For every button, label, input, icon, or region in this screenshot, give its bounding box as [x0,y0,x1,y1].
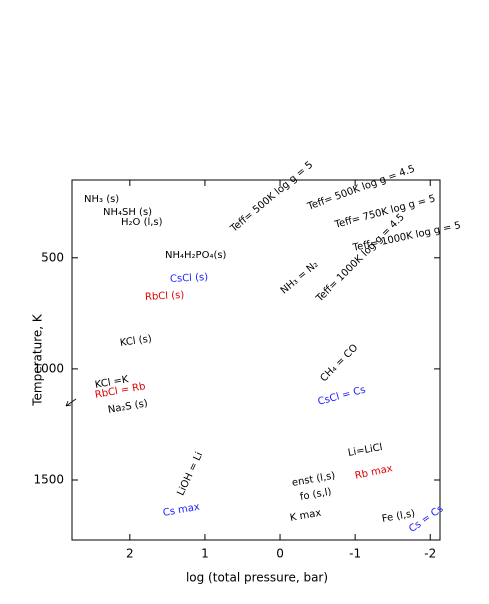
curve-label: NH₄SH (s) [103,207,152,218]
curve-label: KCl (s) [119,334,152,349]
x-tick-label: 0 [276,547,284,561]
pointer-arrow [65,398,77,407]
curve-label: K max [289,508,322,524]
curve-label: Teff= 500K log g = 5 [228,160,315,236]
curve-label: RbCl (s) [145,290,185,303]
y-tick-label: 1500 [33,473,64,487]
y-tick-label: 1000 [33,361,64,375]
curve-label: Teff= 1000K log g = 4.5 [314,212,407,305]
curve-label: Cs max [162,502,201,519]
y-axis-title: Temperature, K [31,313,45,407]
x-tick-label: 2 [126,547,134,561]
curve-label: NH₃ = N₂ [279,259,321,297]
curve-label: CH₄ = CO [318,342,360,384]
x-axis-title: log (total pressure, bar) [186,571,328,585]
curve-label: NH₄H₂PO₄(s) [165,250,227,261]
x-tick-label: 1 [201,547,209,561]
curve-label: Rb max [354,463,394,482]
curve-label: CsCl (s) [170,272,209,285]
x-tick-label: -1 [349,547,361,561]
x-tick-label: -2 [424,547,436,561]
curve-label: CsCl = Cs [317,385,367,408]
plot-area [190,180,440,520]
curve-label: NH₃ (s) [84,194,119,205]
curve-label: fo (s,l) [299,487,332,503]
curve-label: Li=LiCl [347,442,383,459]
annotation: LiOH = Li [175,450,205,497]
curve-label: Na₂S (s) [107,398,149,416]
plot-frame [71,179,441,541]
curve-label: H₂O (l,s) [121,217,163,228]
y-tick-label: 500 [41,250,64,264]
